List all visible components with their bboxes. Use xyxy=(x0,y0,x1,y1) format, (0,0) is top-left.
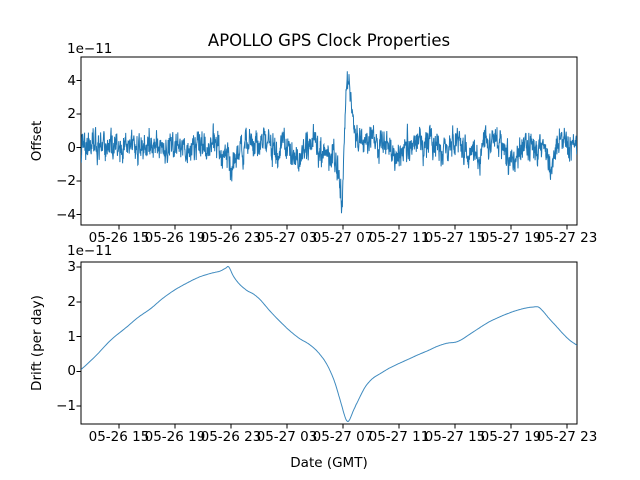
bottom-axes-spine xyxy=(80,261,578,425)
bottom-x-tick-label: 05-27 07 xyxy=(312,429,374,445)
bottom-x-tick-label: 05-27 15 xyxy=(424,429,486,445)
bottom-x-tick-label: 05-27 19 xyxy=(480,429,542,445)
bottom-x-tick-label: 05-27 23 xyxy=(536,429,598,445)
top-y-tick-label: 2 xyxy=(67,106,76,122)
top-x-tick-label: 05-27 19 xyxy=(480,230,542,246)
top-x-tick-label: 05-26 19 xyxy=(144,230,206,246)
top-y-tick-label: −4 xyxy=(56,206,76,223)
top-x-tick-label: 05-26 15 xyxy=(88,230,150,246)
bottom-y-tick-label: 0 xyxy=(67,363,76,380)
top-x-tick-label: 05-27 23 xyxy=(536,230,598,246)
x-axis-label: Date (GMT) xyxy=(290,455,368,471)
top-x-tick-label: 05-27 15 xyxy=(424,230,486,246)
bottom-y-tick-label: 1 xyxy=(67,328,76,345)
bottom-x-tick-label: 05-26 15 xyxy=(88,429,150,445)
top-x-tick-label: 05-26 23 xyxy=(200,230,262,246)
top-y-tick-label: −2 xyxy=(56,173,76,189)
bottom-y-tick-label: −1 xyxy=(56,398,76,415)
chart-title: APOLLO GPS Clock Properties xyxy=(207,31,451,50)
drift-series-line xyxy=(81,266,577,422)
top-axes-spine xyxy=(80,56,578,226)
top-y-tick-label: 4 xyxy=(67,72,76,89)
bottom-y-scale-offset-text: 1e−11 xyxy=(67,243,113,259)
bottom-x-tick-label: 05-27 11 xyxy=(368,429,430,445)
top-y-tick-label: 0 xyxy=(67,139,76,156)
bottom-x-tick-label: 05-27 03 xyxy=(256,429,318,445)
offset-series-line xyxy=(81,71,577,214)
top-x-tick-label: 05-27 03 xyxy=(256,230,318,246)
top-x-tick-label: 05-27 07 xyxy=(312,230,374,246)
top-x-tick-label: 05-27 11 xyxy=(368,230,430,246)
top-y-scale-offset-text: 1e−11 xyxy=(67,41,113,57)
bottom-x-tick-label: 05-26 19 xyxy=(144,429,206,445)
bottom-x-tick-label: 05-26 23 xyxy=(200,429,262,445)
bottom-y-tick-label: 3 xyxy=(67,259,76,275)
bottom-y-tick-label: 2 xyxy=(67,293,76,310)
